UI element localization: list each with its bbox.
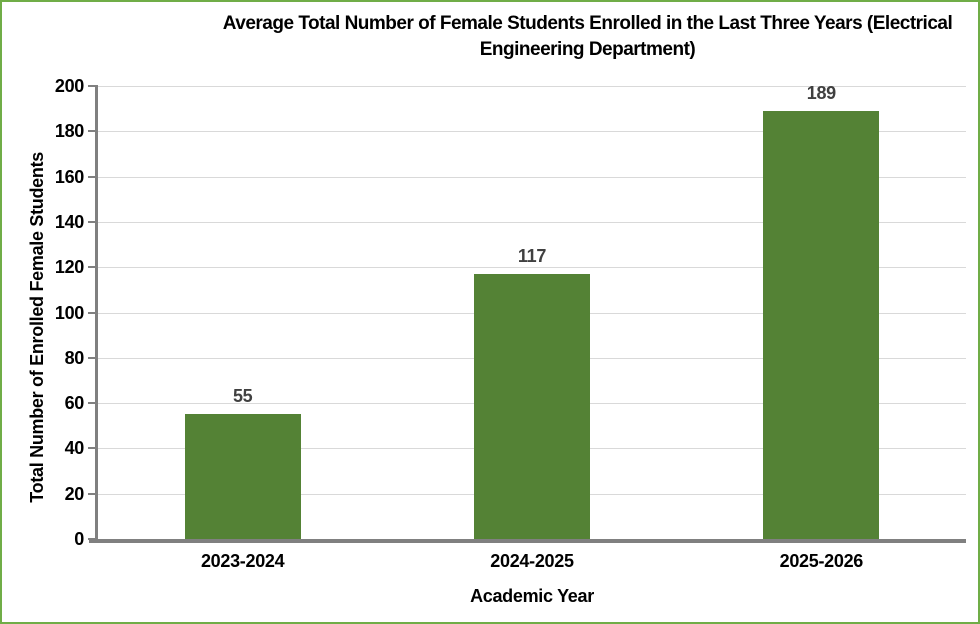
- y-axis-tick-80: [88, 356, 96, 359]
- x-axis-line: [89, 539, 966, 543]
- chart-title-line-1: Average Total Number of Female Students …: [222, 13, 953, 34]
- y-axis-tick-140: [88, 220, 96, 223]
- x-axis-title: Academic Year: [470, 586, 594, 606]
- y-axis-tick-40: [88, 447, 96, 450]
- data-label-2023-2024: 55: [232, 386, 253, 407]
- gridline-y-200: [98, 86, 966, 87]
- y-axis-tick-120: [88, 266, 96, 269]
- category-label-2024-2025: 2024-2025: [490, 551, 574, 571]
- chart-title-line-2: Engineering Department): [479, 39, 696, 60]
- gridline-y-120: [98, 267, 966, 269]
- gridline-y-180: [98, 131, 966, 133]
- y-tick-label-100: 100: [54, 302, 84, 323]
- bar-2025-2026: [763, 110, 880, 539]
- y-tick-label-160: 160: [54, 166, 84, 187]
- y-axis-tick-100: [88, 311, 96, 314]
- gridline-y-160: [98, 176, 966, 178]
- bar-2023-2024: [184, 414, 301, 539]
- y-axis-line: [95, 85, 98, 543]
- y-axis-tick-60: [88, 402, 96, 405]
- y-axis-tick-20: [88, 492, 96, 495]
- y-axis-tick-180: [88, 130, 96, 133]
- y-tick-label-20: 20: [64, 483, 85, 504]
- y-axis-tick-0: [88, 538, 96, 540]
- bar-2024-2025: [474, 274, 590, 539]
- gridline-y-140: [98, 221, 966, 223]
- category-label-2023-2024: 2023-2024: [200, 551, 285, 571]
- y-tick-label-200: 200: [54, 76, 84, 96]
- y-tick-label-140: 140: [54, 211, 84, 232]
- data-label-2024-2025: 117: [517, 246, 547, 266]
- y-tick-label-60: 60: [64, 393, 85, 414]
- y-tick-label-40: 40: [64, 438, 85, 459]
- plot-area: Academic Year 0 20 40 60 80 100 120 140 160 180 20…: [55, 76, 966, 606]
- y-axis-tick-200: [88, 85, 96, 87]
- y-tick-label-80: 80: [64, 347, 85, 368]
- y-tick-label-0: 0: [74, 529, 84, 549]
- data-label-2025-2026: 189: [806, 82, 836, 103]
- chart-title: Average Total Number of Female Students …: [207, 11, 968, 63]
- category-label-2025-2026: 2025-2026: [779, 551, 864, 571]
- y-tick-label-120: 120: [54, 257, 84, 278]
- y-axis-tick-160: [88, 175, 96, 178]
- y-tick-label-180: 180: [54, 121, 84, 142]
